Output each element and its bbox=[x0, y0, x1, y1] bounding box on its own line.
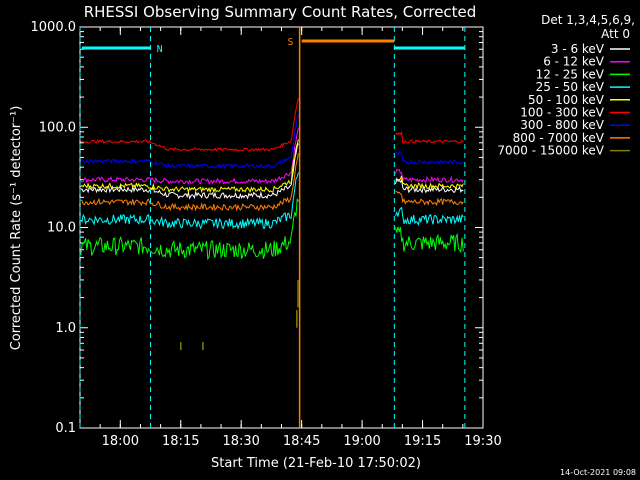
plot-frame bbox=[79, 26, 484, 429]
night-marker-label: N bbox=[157, 44, 163, 55]
series-line bbox=[80, 172, 299, 230]
legend-header-line2: Att 0 bbox=[601, 27, 630, 41]
x-tick-label: 18:45 bbox=[283, 434, 320, 449]
series-line bbox=[80, 143, 299, 200]
series-line bbox=[395, 175, 464, 191]
legend-label: 100 - 300 keV bbox=[520, 106, 604, 120]
legend-label: 800 - 7000 keV bbox=[513, 131, 605, 145]
series-line bbox=[395, 190, 464, 207]
series-line bbox=[80, 139, 299, 194]
y-tick-label: 100.0 bbox=[39, 120, 76, 135]
series-line bbox=[395, 177, 464, 194]
series-line bbox=[395, 206, 464, 226]
legend-label: 3 - 6 keV bbox=[551, 42, 605, 56]
legend-label: 300 - 800 keV bbox=[520, 118, 604, 132]
y-tick-label: 1.0 bbox=[55, 321, 76, 336]
series-line bbox=[80, 153, 299, 212]
series-line bbox=[395, 130, 464, 144]
x-axis-label: Start Time (21-Feb-10 17:50:02) bbox=[211, 456, 421, 471]
series-line bbox=[80, 113, 299, 170]
chart-title: RHESSI Observing Summary Count Rates, Co… bbox=[84, 3, 477, 21]
footer-date: 14-Oct-2021 09:08 bbox=[560, 468, 636, 477]
series-line bbox=[80, 97, 299, 152]
legend-label: 25 - 50 keV bbox=[536, 80, 605, 94]
series-line bbox=[80, 127, 299, 185]
y-axis-label: Corrected Count Rate (s⁻¹ detector⁻¹) bbox=[9, 106, 24, 351]
x-tick-label: 19:15 bbox=[404, 434, 441, 449]
legend-label: 6 - 12 keV bbox=[543, 55, 605, 69]
legend-label: 50 - 100 keV bbox=[528, 93, 605, 107]
legend-header-line1: Det 1,3,4,5,6,9, bbox=[541, 13, 635, 27]
x-tick-label: 18:15 bbox=[162, 434, 199, 449]
x-tick-label: 19:00 bbox=[343, 434, 380, 449]
series-line bbox=[395, 151, 464, 165]
series-line bbox=[395, 226, 464, 254]
legend-label: 7000 - 15000 keV bbox=[497, 144, 604, 158]
y-tick-label: 0.1 bbox=[55, 421, 76, 436]
legend-label: 12 - 25 keV bbox=[536, 67, 605, 81]
y-tick-label: 1000.0 bbox=[31, 20, 77, 35]
y-tick-label: 10.0 bbox=[47, 221, 76, 236]
x-tick-label: 18:00 bbox=[102, 434, 139, 449]
x-tick-label: 19:30 bbox=[464, 434, 501, 449]
series-line bbox=[395, 168, 464, 184]
x-tick-label: 18:30 bbox=[222, 434, 259, 449]
saa-marker-label: S bbox=[288, 37, 294, 48]
series-line bbox=[80, 198, 299, 261]
